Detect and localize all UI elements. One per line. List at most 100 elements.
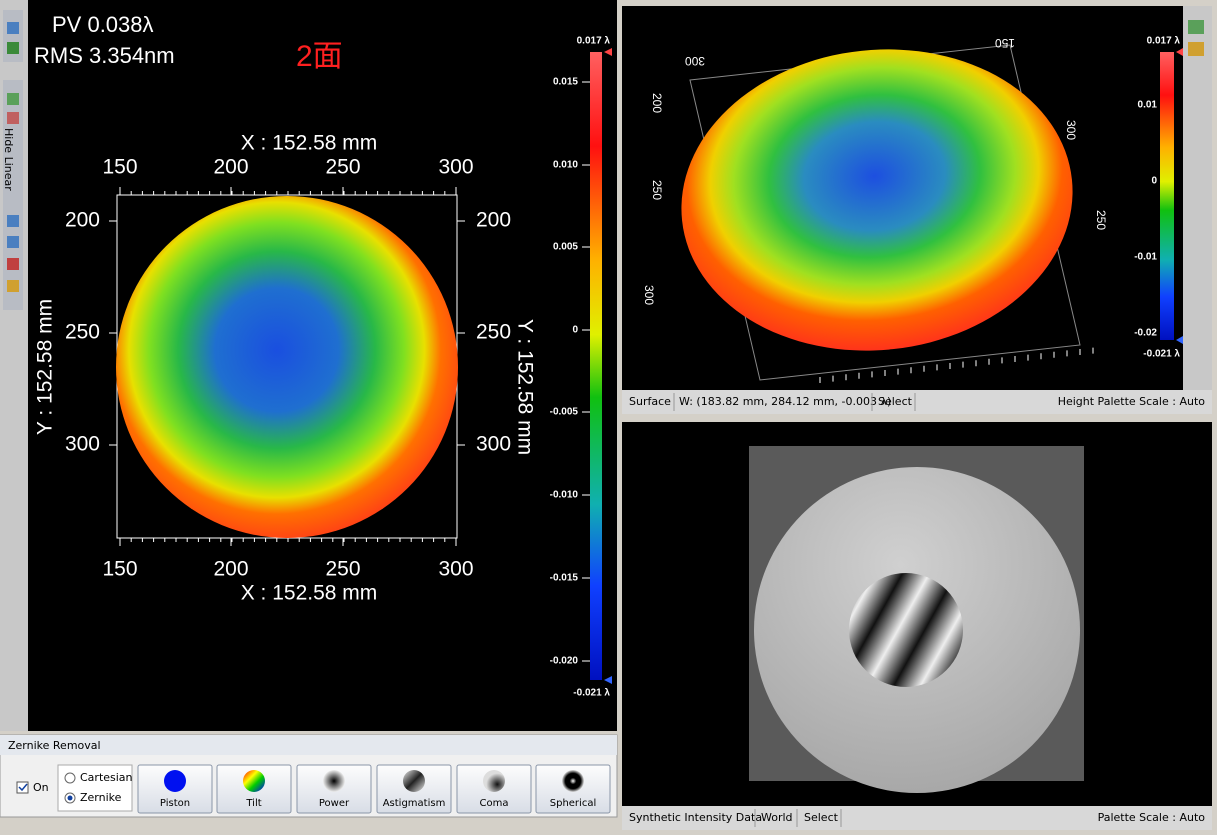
colorbar-min-marker xyxy=(604,676,612,684)
axis-label-3d: 300 xyxy=(1064,120,1078,140)
fringe-pattern xyxy=(849,573,963,687)
colorbar-min-marker xyxy=(1176,336,1183,344)
zernike-button-label[interactable]: Astigmatism xyxy=(383,798,446,809)
surface-3d xyxy=(681,49,1073,351)
axis-label-3d: 250 xyxy=(650,180,664,200)
zernike-header xyxy=(0,735,617,755)
status-text: Select xyxy=(878,395,913,408)
spherical-icon xyxy=(562,770,584,792)
axis-label-3d: 300 xyxy=(642,285,656,305)
colorbar-max-marker xyxy=(604,48,612,56)
on-checkbox[interactable] xyxy=(16,781,29,794)
tool-icon[interactable] xyxy=(7,42,19,54)
colorbar xyxy=(590,52,602,680)
status-text: World xyxy=(761,811,793,824)
tool-icon[interactable] xyxy=(7,22,19,34)
x-tick-label: 300 xyxy=(438,558,473,581)
on-label[interactable]: On xyxy=(33,781,49,794)
x-tick-label: 300 xyxy=(438,156,473,179)
status-bar xyxy=(622,390,1212,414)
axis-label-3d: 300 xyxy=(685,54,705,68)
colorbar-label: 0.010 xyxy=(553,160,578,171)
mode-option[interactable]: Cartesian xyxy=(80,771,133,784)
colorbar-label: -0.02 xyxy=(1134,328,1157,339)
y-tick-label: 250 xyxy=(476,321,511,344)
status-text: Surface xyxy=(629,395,671,408)
tilt-icon xyxy=(243,770,265,792)
tool-icon[interactable] xyxy=(1188,42,1204,56)
axis-label-3d: 250 xyxy=(1094,210,1108,230)
x-axis-title: X : 152.58 mm xyxy=(241,132,378,155)
colorbar-label: -0.021 λ xyxy=(1143,349,1180,360)
status-text: Palette Scale : Auto xyxy=(1098,811,1206,824)
colorbar-max-marker xyxy=(1176,48,1183,56)
y-axis-title: Y : 152.58 mm xyxy=(34,299,57,435)
tool-icon[interactable] xyxy=(7,215,19,227)
tool-icon[interactable] xyxy=(7,280,19,292)
colorbar-label: 0.017 λ xyxy=(577,36,611,47)
zernike-button-label[interactable]: Spherical xyxy=(550,798,596,809)
x-tick-label: 200 xyxy=(213,558,248,581)
tool-icon[interactable] xyxy=(7,93,19,105)
y-tick-label: 250 xyxy=(65,321,100,344)
colorbar-label: -0.01 xyxy=(1134,252,1157,263)
colorbar-label: -0.020 xyxy=(550,656,579,667)
y-tick-label: 200 xyxy=(476,209,511,232)
status-text: Height Palette Scale : Auto xyxy=(1058,395,1206,408)
toolbar-group xyxy=(3,80,23,310)
radio[interactable] xyxy=(64,772,76,784)
colorbar-label: 0.015 xyxy=(553,77,578,88)
surface-map xyxy=(116,196,458,538)
colorbar xyxy=(1160,52,1174,340)
side-toolbar xyxy=(1183,6,1212,390)
x-tick-label: 150 xyxy=(102,558,137,581)
toolbar-label[interactable]: Hide Linear xyxy=(2,128,15,191)
pv-value: PV 0.038λ xyxy=(52,12,154,37)
tool-icon[interactable] xyxy=(7,112,19,124)
zernike-title: Zernike Removal xyxy=(8,739,101,752)
zernike-button-label[interactable]: Coma xyxy=(480,798,509,809)
colorbar-label: -0.005 xyxy=(550,407,579,418)
axis-label-3d: 150 xyxy=(995,36,1015,50)
y-tick-label: 300 xyxy=(476,433,511,456)
y-tick-label: 300 xyxy=(65,433,100,456)
colorbar-label: -0.010 xyxy=(550,490,579,501)
colorbar-label: 0 xyxy=(1151,176,1157,187)
toolbar-group xyxy=(3,10,23,62)
astigmatism-icon xyxy=(403,770,425,792)
coma-icon xyxy=(483,770,505,792)
status-bar xyxy=(622,806,1212,830)
zernike-button-label[interactable]: Piston xyxy=(160,798,190,809)
piston-icon xyxy=(164,770,186,792)
colorbar-label: 0.005 xyxy=(553,242,578,253)
x-tick-label: 250 xyxy=(325,558,360,581)
tool-icon[interactable] xyxy=(1188,20,1204,34)
zernike-button-label[interactable]: Power xyxy=(319,798,350,809)
surface-label: 2面 xyxy=(296,40,343,73)
colorbar-label: 0.017 λ xyxy=(1147,36,1181,47)
radio-dot xyxy=(67,795,73,801)
zernike-button-label[interactable]: Tilt xyxy=(245,798,261,809)
rms-value: RMS 3.354nm xyxy=(34,43,175,68)
power-icon xyxy=(323,770,345,792)
status-text: Select xyxy=(804,811,839,824)
mode-option[interactable]: Zernike xyxy=(80,791,122,804)
y-axis-title: Y : 152.58 mm xyxy=(513,319,536,455)
status-text: Synthetic Intensity Data xyxy=(629,811,762,824)
x-axis-title: X : 152.58 mm xyxy=(241,582,378,605)
x-tick-label: 150 xyxy=(102,156,137,179)
x-tick-label: 200 xyxy=(213,156,248,179)
colorbar-label: -0.021 λ xyxy=(573,688,610,699)
status-text: W: (183.82 mm, 284.12 mm, -0.003 λ) xyxy=(679,395,891,408)
axis-label-3d: 200 xyxy=(650,93,664,113)
colorbar-label: -0.015 xyxy=(550,573,579,584)
x-tick-label: 250 xyxy=(325,156,360,179)
check xyxy=(18,783,28,792)
tool-icon[interactable] xyxy=(7,258,19,270)
y-tick-label: 200 xyxy=(65,209,100,232)
colorbar-label: 0 xyxy=(572,325,578,336)
tool-icon[interactable] xyxy=(7,236,19,248)
colorbar-label: 0.01 xyxy=(1138,100,1158,111)
